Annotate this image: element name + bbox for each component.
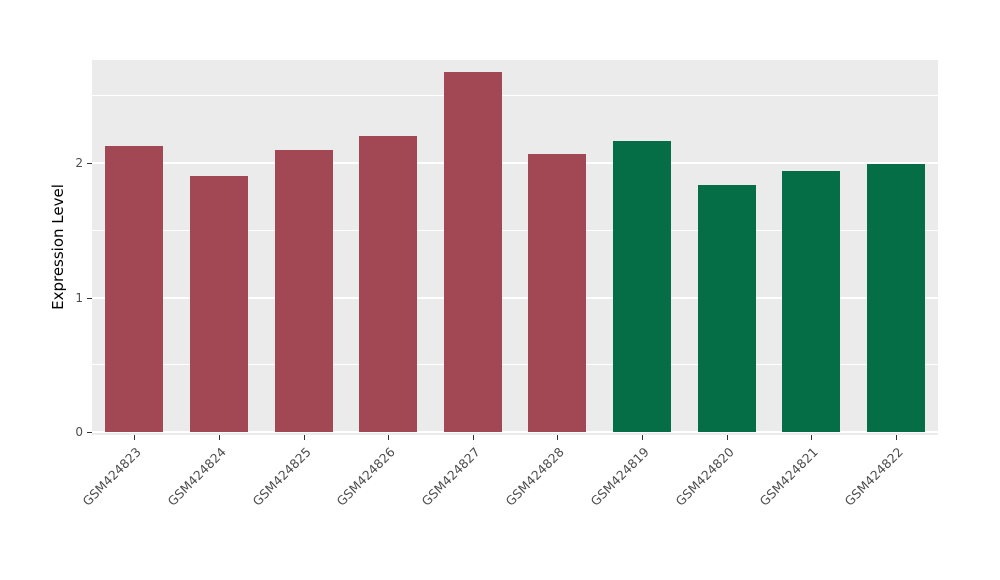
gridline-minor	[92, 364, 938, 366]
x-tick-mark	[388, 435, 390, 440]
x-tick-mark	[303, 435, 305, 440]
gridline-minor	[92, 95, 938, 97]
bar-GSM424821	[782, 171, 841, 432]
y-tick-mark	[87, 163, 92, 164]
y-tick-label: 0	[75, 425, 83, 439]
bar-GSM424819	[612, 141, 671, 432]
gridline-major	[92, 296, 938, 299]
x-tick-mark	[472, 435, 474, 440]
gridline-minor	[92, 229, 938, 231]
x-tick-mark	[895, 435, 897, 440]
bar-GSM424826	[359, 136, 418, 432]
x-tick-mark	[218, 435, 220, 440]
x-tick-mark	[134, 435, 136, 440]
y-tick-label: 2	[75, 156, 83, 170]
x-tick-mark	[726, 435, 728, 440]
plot-panel	[92, 60, 938, 435]
bar-GSM424820	[697, 184, 756, 432]
bar-GSM424824	[189, 176, 248, 432]
bar-GSM424823	[105, 145, 164, 432]
y-tick-mark	[87, 297, 92, 299]
bar-GSM424828	[528, 153, 587, 432]
x-tick-mark	[641, 435, 643, 440]
x-tick-label: GSM424822	[841, 444, 906, 509]
bar-GSM424827	[443, 71, 502, 432]
bar-GSM424825	[274, 149, 333, 432]
y-tick-mark	[87, 432, 92, 433]
bar-GSM424822	[866, 164, 925, 432]
x-tick-mark	[811, 435, 813, 440]
gridline-major	[92, 431, 938, 433]
gridline-major	[92, 162, 938, 164]
x-tick-mark	[557, 435, 559, 440]
y-tick-label: 1	[75, 290, 83, 305]
